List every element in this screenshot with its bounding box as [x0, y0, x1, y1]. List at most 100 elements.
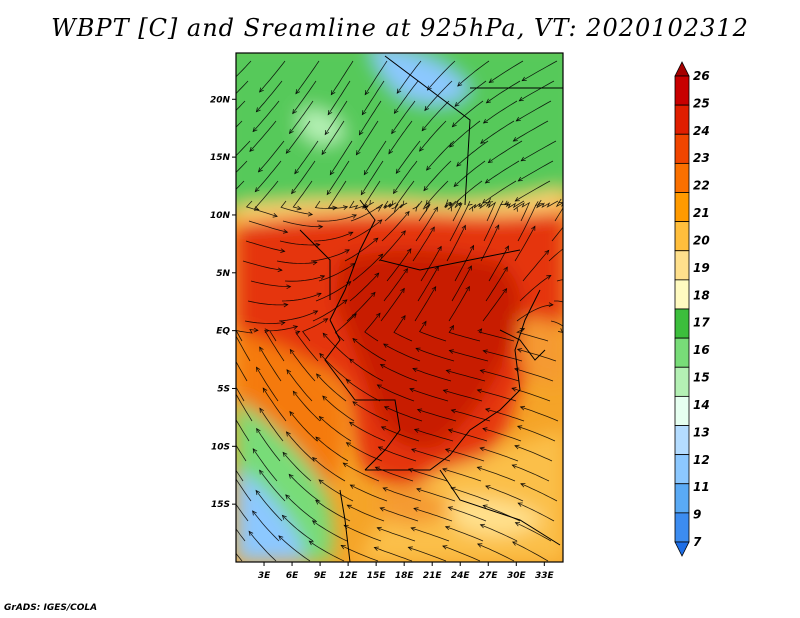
- lat-tick-label: 5S: [217, 384, 230, 394]
- colorbar-label: 7: [693, 535, 702, 549]
- streamline: [451, 409, 491, 422]
- streamline: [489, 60, 524, 83]
- streamline: [516, 201, 531, 222]
- streamline: [363, 140, 387, 175]
- lon-tick-label: 27E: [479, 571, 499, 581]
- streamline: [315, 281, 352, 302]
- streamline: [514, 445, 553, 462]
- streamline-arrow: [444, 448, 451, 453]
- streamline: [482, 288, 507, 322]
- streamline-arrow: [253, 327, 259, 333]
- streamline-arrow: [415, 347, 421, 352]
- lon-tick-label: 6E: [286, 571, 299, 581]
- streamline-arrow: [380, 426, 387, 431]
- streamline: [343, 462, 380, 482]
- streamline: [321, 120, 345, 155]
- streamline: [480, 224, 500, 262]
- streamline-arrow: [324, 130, 330, 136]
- streamline: [408, 546, 447, 562]
- streamline: [292, 80, 317, 114]
- colorbar-swatch: [674, 61, 690, 77]
- streamline: [421, 100, 450, 131]
- streamline: [377, 527, 416, 542]
- streamline: [384, 204, 404, 222]
- streamline-arrow: [421, 126, 427, 132]
- colorbar-swatch: [674, 366, 690, 397]
- lat-tick-label: 15N: [210, 153, 231, 163]
- longitude-axis: 3E 6E 9E 12E 15E 18E 21E 24E 27E 30E 33E: [258, 562, 555, 581]
- streamline-arrow: [332, 205, 338, 211]
- streamline-arrow: [487, 158, 493, 164]
- streamline-arrow: [312, 260, 318, 266]
- streamline: [310, 249, 350, 262]
- streamline: [381, 426, 420, 442]
- streamline-arrow: [502, 287, 508, 294]
- streamline: [236, 393, 253, 422]
- lat-tick-label: 20N: [210, 95, 231, 105]
- streamline: [289, 349, 316, 382]
- streamline: [516, 328, 549, 342]
- streamline-arrow: [292, 109, 297, 115]
- streamline: [356, 120, 379, 155]
- streamline: [426, 140, 455, 171]
- streamline-arrow: [481, 198, 488, 204]
- streamline-arrow: [392, 188, 398, 195]
- streamline: [236, 478, 252, 502]
- streamline: [244, 320, 285, 324]
- streamline-arrow: [409, 387, 415, 393]
- streamline-arrow: [369, 200, 375, 206]
- streamline-arrow: [280, 320, 286, 326]
- streamline: [519, 80, 555, 102]
- streamline: [349, 358, 384, 382]
- streamline-arrow: [351, 313, 357, 319]
- streamline-arrow: [421, 320, 427, 326]
- streamline: [334, 313, 357, 342]
- colorbar-label: 20: [693, 233, 710, 247]
- colorbar-swatch: [674, 192, 690, 223]
- streamline-arrow: [322, 395, 328, 401]
- streamline-arrow: [430, 226, 435, 232]
- streamline-arrow: [283, 302, 289, 308]
- streamline-arrow: [407, 546, 413, 551]
- streamline-arrow: [228, 407, 232, 412]
- streamline-arrow: [312, 310, 319, 315]
- colorbar: 26 25 24 23 22 21 20 19 18 17 16 15 14 13 12 11 9 7: [674, 61, 710, 557]
- streamline-arrow: [312, 456, 318, 462]
- streamline-arrow: [318, 415, 324, 421]
- streamline: [414, 429, 454, 442]
- streamline-arrow: [346, 504, 352, 510]
- streamline-arrow: [518, 96, 524, 102]
- streamline: [314, 200, 348, 209]
- streamline: [452, 202, 463, 222]
- streamline: [236, 444, 247, 462]
- streamline: [256, 80, 283, 112]
- streamline-arrow: [461, 224, 466, 230]
- streamline-arrow: [342, 205, 349, 210]
- streamline: [383, 343, 421, 362]
- streamline: [550, 320, 563, 334]
- streamline-arrow: [517, 176, 523, 182]
- streamline-arrow: [352, 338, 358, 343]
- streamline: [312, 299, 348, 322]
- streamline-arrow: [295, 330, 301, 335]
- streamline-arrow: [291, 189, 296, 195]
- streamline-arrow: [447, 506, 453, 511]
- wbpt-shaded-field: [236, 53, 563, 562]
- colorbar-label: 19: [693, 261, 710, 275]
- lon-tick-label: 33E: [535, 571, 555, 581]
- streamline: [411, 527, 450, 542]
- streamline: [451, 180, 483, 208]
- streamline: [319, 353, 350, 382]
- streamline: [420, 246, 442, 282]
- streamline-arrow: [516, 425, 523, 430]
- streamline-arrow: [222, 165, 226, 169]
- streamline-arrow: [344, 249, 350, 254]
- streamline-arrow: [259, 469, 264, 475]
- streamline: [554, 300, 563, 303]
- streamline-arrow: [456, 161, 462, 167]
- streamline: [248, 531, 277, 562]
- streamline-arrow: [288, 128, 294, 135]
- streamline-arrow: [537, 199, 544, 205]
- streamline-arrow: [416, 408, 423, 413]
- streamline: [292, 391, 321, 422]
